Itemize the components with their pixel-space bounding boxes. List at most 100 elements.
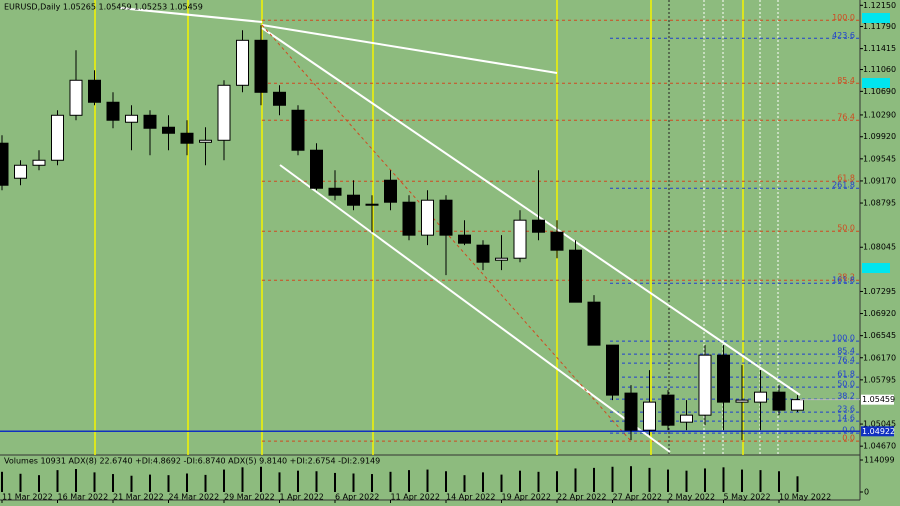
price-marker [862,13,890,23]
trendline [279,164,671,453]
x-tick-label: 14 Apr 2022 [446,493,495,502]
trendline [119,7,263,23]
candle-body [476,244,490,263]
x-tick-label: 24 Mar 2022 [169,493,220,502]
candle-body [384,179,397,203]
fib-label: 0.0 [842,426,855,435]
candle-body [643,401,656,431]
candle-body [569,249,582,303]
vol-tick-label: 114099 [864,456,895,465]
support-label-box [861,426,894,437]
candle-body [236,39,249,86]
fib-label: 85.4 [837,347,855,356]
y-tick-label: 1.12150 [863,1,896,10]
candle-body [254,39,268,93]
candle-body [532,219,545,233]
y-tick-label: 1.11060 [863,65,896,74]
fib-label: 38.2 [837,392,855,401]
candle-body [14,164,27,179]
x-tick-label: 5 May 2022 [724,493,771,502]
fib-label: 100.0 [832,334,855,343]
y-tick-label: 1.10690 [863,87,896,96]
current-price-box [861,394,894,405]
y-tick-label: 1.04670 [863,442,896,451]
y-tick-label: 1.09545 [863,154,896,163]
candle-body [217,84,231,141]
fib-label: 14.6 [837,414,855,423]
candle-body [587,301,601,346]
x-tick-label: 21 Mar 2022 [113,493,164,502]
y-tick-label: 1.08045 [863,243,896,252]
x-tick-label: 16 Mar 2022 [58,493,109,502]
candle-body [310,149,323,189]
y-tick-label: 1.11790 [863,22,896,31]
fib-label: 161.8 [832,276,855,285]
fib-label: 50.0 [837,224,855,233]
vol-tick-label: 0 [864,488,869,497]
volume-title: Volumes 10931 ADX(8) 22.6740 +DI:4.8692 … [4,457,380,466]
candle-body [199,139,212,143]
candle-body [458,234,471,244]
fib-label: 261.8 [832,181,855,190]
candle-body [791,399,804,411]
chart-title: EURUSD,Daily 1.05265 1.05459 1.05253 1.0… [4,3,203,12]
fib-label: 76.4 [837,356,855,365]
fib-label: 50.0 [837,380,855,389]
candle-body [754,391,767,403]
trendline [261,27,801,396]
y-tick-label: 1.10290 [863,110,896,119]
y-tick-label: 1.06545 [863,331,896,340]
fib-label: 76.4 [837,113,855,122]
fib-label: 61.8 [837,174,855,183]
fib-label: 85.4 [837,76,855,85]
x-tick-label: 1 Apr 2022 [280,493,324,502]
candle-body [402,201,416,236]
candle-body [661,394,675,426]
candle-body [291,109,305,151]
x-tick-label: 29 Mar 2022 [224,493,275,502]
fibonacci-levels: 100.085.476.461.850.038.20.0423.6261.816… [262,13,860,443]
price-marker [862,78,890,88]
fib-label: 38.2 [837,273,855,282]
candle-body [624,392,638,431]
y-tick-label: 1.09920 [863,132,896,141]
candle-body [772,391,786,411]
x-tick-label: 10 May 2022 [779,493,831,502]
x-tick-label: 2 May 2022 [668,493,715,502]
candle-body [180,132,194,144]
y-tick-label: 1.06170 [863,353,896,362]
y-tick-label: 1.07295 [863,287,896,296]
x-tick-label: 19 Apr 2022 [502,493,551,502]
y-tick-label: 1.11415 [863,44,896,53]
candle-body [347,194,360,206]
candle-body [273,91,286,106]
support-label: 1.04922 [862,427,895,436]
candle-body [69,79,83,116]
fib-label: 0.0 [842,434,855,443]
candle-body [513,219,527,259]
y-tick-label: 1.05795 [863,375,896,384]
candle-body [550,231,564,251]
candle-body [328,187,342,196]
candle-body [162,126,175,134]
current-price-label: 1.05459 [862,395,895,404]
trendline [261,24,558,74]
candle-body [365,203,379,206]
fib-label: 23.6 [837,405,855,414]
x-tick-label: 6 Apr 2022 [335,493,379,502]
candle-body [32,159,46,166]
candle-body [698,354,712,416]
y-tick-label: 1.08795 [863,199,896,208]
x-tick-label: 27 Apr 2022 [613,493,662,502]
fib-label: 100.0 [832,13,855,22]
candle-body [495,257,508,261]
price-marker [862,263,890,273]
y-tick-label: 1.09170 [863,176,896,185]
y-tick-label: 1.06920 [863,309,896,318]
fib-label: 423.6 [832,31,855,40]
x-tick-label: 11 Apr 2022 [391,493,440,502]
y-tick-label: 1.05045 [863,420,896,429]
candle-body [0,142,9,186]
